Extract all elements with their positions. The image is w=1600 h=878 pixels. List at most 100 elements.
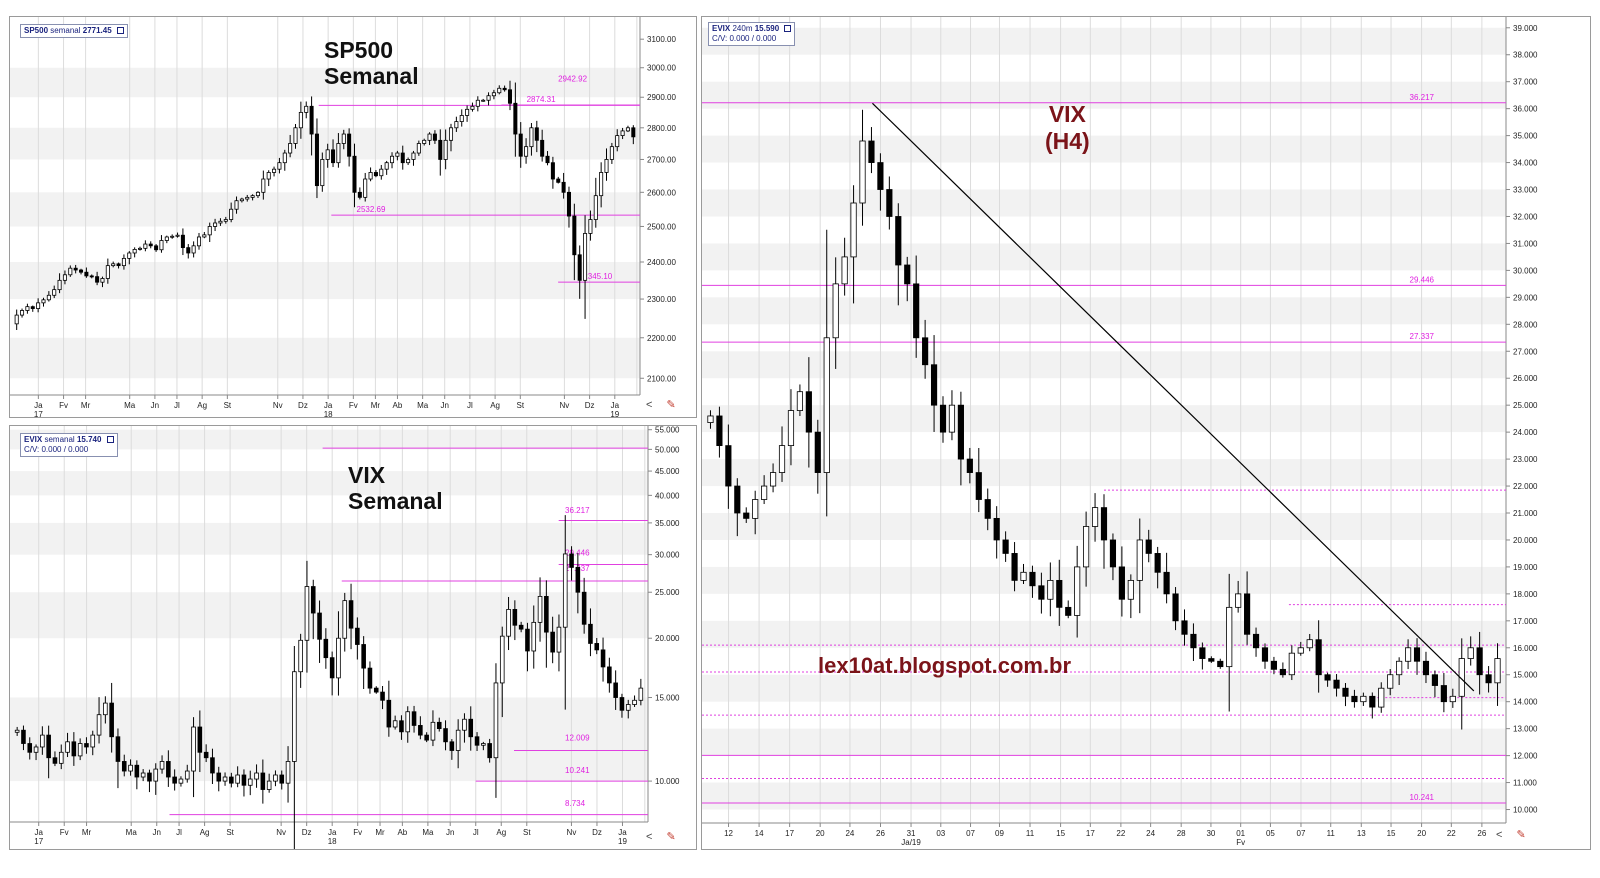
level-label: 27.337 <box>1410 332 1435 341</box>
candle-body <box>823 337 830 473</box>
candle-body <box>373 172 378 177</box>
x-tick-label: 20 <box>816 829 825 838</box>
x-tick-label: Ja <box>34 828 43 837</box>
candle-body <box>266 780 272 790</box>
candle-body <box>632 699 637 705</box>
candle-body <box>154 245 159 251</box>
candle-body <box>1127 579 1134 600</box>
y-tick-label: 2500.00 <box>647 222 676 231</box>
pen-icon[interactable]: ✎ <box>666 399 676 411</box>
candle-body <box>886 189 893 217</box>
legend-symbol: SP500 <box>24 26 49 35</box>
candle-body <box>342 600 348 639</box>
candle-body <box>619 697 625 711</box>
candle-body <box>52 289 57 296</box>
candle-body <box>100 278 105 283</box>
candle-body <box>481 99 486 102</box>
candle-body <box>184 770 190 780</box>
scroll-left-icon[interactable]: < <box>1496 829 1503 841</box>
candle-body <box>348 600 354 629</box>
candle-body <box>1333 679 1340 689</box>
candle-body <box>261 178 266 193</box>
candle-body <box>323 638 329 659</box>
candle-body <box>502 87 507 91</box>
candle-body <box>422 139 427 144</box>
y-tick-label: 11.000 <box>1513 779 1537 788</box>
candle-body <box>1261 647 1269 662</box>
candle-body <box>304 586 310 641</box>
y-tick-label: 34.000 <box>1513 159 1538 168</box>
candle-body <box>392 720 398 728</box>
legend-toggle-icon[interactable] <box>116 27 124 35</box>
candle-body <box>1091 507 1099 527</box>
sp500-panel: 2100.00 2200.00 2300.00 2400.00 2500.00 2600.… <box>9 16 697 418</box>
candle-body <box>103 702 108 716</box>
legend-value: 15.740 <box>76 435 102 444</box>
x-tick-label: Ja <box>611 401 620 410</box>
candle-body <box>272 168 277 173</box>
candle-body <box>143 243 148 249</box>
x-tick-label: Ja <box>324 401 333 410</box>
x-tick-label: 07 <box>966 829 975 838</box>
candle-body <box>1163 571 1170 595</box>
candle-body <box>1431 674 1439 686</box>
candle-body <box>544 595 549 633</box>
candle-body <box>716 415 723 447</box>
scroll-left-icon[interactable]: < <box>646 399 653 411</box>
candle-body <box>127 252 132 259</box>
candle-body <box>416 143 421 154</box>
candle-body <box>121 257 126 267</box>
candle-body <box>448 127 454 141</box>
level-label: 8.734 <box>565 799 586 808</box>
candle-body <box>922 337 929 366</box>
candle-body <box>1360 695 1367 703</box>
x-tick-label: Ag <box>496 828 506 837</box>
candle-body <box>400 152 405 164</box>
scroll-left-icon[interactable]: < <box>646 831 653 843</box>
candle-body <box>577 254 582 281</box>
legend-toggle-icon[interactable] <box>106 436 114 444</box>
candle-body <box>550 162 555 180</box>
y-tick-label: 15.000 <box>655 694 680 703</box>
vix-h4-legend: EVIX 240m 15.590 C/V: 0.000 / 0.000 <box>708 22 796 46</box>
y-tick-label: 2200.00 <box>647 334 676 343</box>
y-tick-label: 25.000 <box>655 588 680 597</box>
y-tick-label: 55.000 <box>655 426 680 435</box>
candle-body <box>459 115 464 122</box>
candle-body <box>525 628 530 652</box>
candle-body <box>405 711 411 733</box>
x-tick-label: 15 <box>1387 829 1396 838</box>
x-tick-label: Mr <box>82 828 92 837</box>
vix-weekly-title: VIX Semanal <box>348 462 443 514</box>
y-tick-label: 2700.00 <box>647 155 676 164</box>
candle-body <box>769 472 777 487</box>
candle-body <box>21 729 26 744</box>
candle-body <box>430 721 436 741</box>
legend-toggle-icon[interactable] <box>784 25 792 33</box>
candle-body <box>432 133 437 141</box>
candle-body <box>1449 695 1456 703</box>
candle-body <box>329 657 335 679</box>
candle-body <box>357 191 362 198</box>
y-tick-label: 19.000 <box>1513 563 1538 572</box>
x-tick-label: 17 <box>1086 829 1095 838</box>
title-line-1: VIX <box>1048 101 1086 127</box>
candle-body <box>30 306 35 309</box>
candle-body <box>105 265 110 279</box>
candle-body <box>395 152 400 157</box>
candle-body <box>1181 620 1188 635</box>
pen-icon[interactable]: ✎ <box>1516 829 1526 841</box>
y-tick-label: 17.000 <box>1513 617 1538 626</box>
candle-body <box>229 776 234 784</box>
candle-body <box>1378 687 1385 708</box>
candle-body <box>368 172 373 180</box>
candle-body <box>1118 566 1125 600</box>
level-label: 10.241 <box>1410 793 1435 802</box>
pen-icon[interactable]: ✎ <box>666 831 676 843</box>
candle-body <box>115 736 121 762</box>
candle-body <box>841 256 848 285</box>
candle-body <box>170 235 175 238</box>
candle-body <box>84 271 89 277</box>
band <box>702 620 1506 648</box>
candle-body <box>1413 647 1421 662</box>
